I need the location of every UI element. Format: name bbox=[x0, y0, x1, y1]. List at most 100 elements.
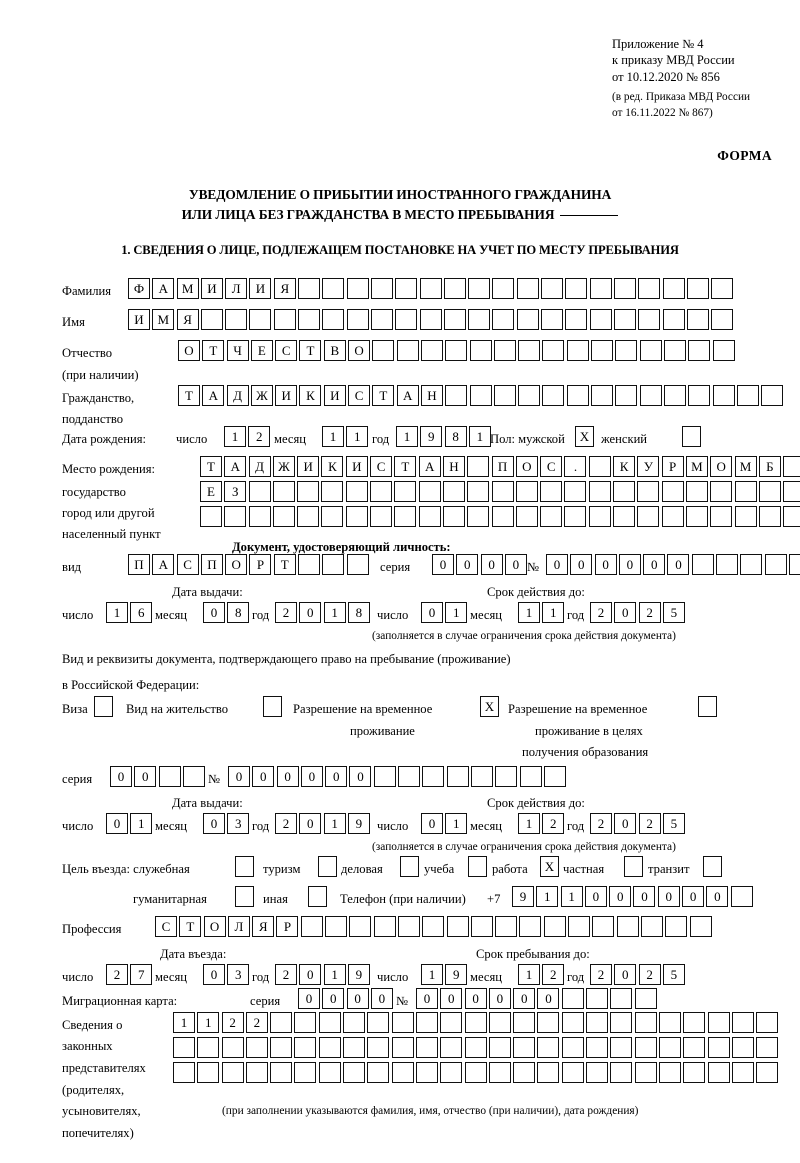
char-cell[interactable] bbox=[613, 481, 636, 502]
char-cell[interactable]: 1 bbox=[173, 1012, 195, 1033]
char-cell[interactable] bbox=[731, 1012, 754, 1033]
char-cell[interactable]: М bbox=[734, 456, 757, 477]
char-cell[interactable]: И bbox=[297, 456, 320, 477]
char-cell[interactable]: 2 bbox=[590, 964, 612, 985]
char-cell[interactable] bbox=[397, 916, 420, 937]
char-cell[interactable] bbox=[225, 309, 248, 330]
legal-rep-row-3-cells[interactable] bbox=[173, 1062, 780, 1083]
char-cell[interactable] bbox=[491, 506, 514, 527]
char-cell[interactable] bbox=[343, 1037, 366, 1058]
char-cell[interactable] bbox=[711, 309, 734, 330]
char-cell[interactable]: 9 bbox=[512, 886, 534, 907]
char-cell[interactable] bbox=[398, 766, 421, 787]
char-cell[interactable] bbox=[446, 766, 469, 787]
char-cell[interactable] bbox=[519, 766, 542, 787]
char-cell[interactable]: 1 bbox=[445, 813, 468, 834]
char-cell[interactable]: 2 bbox=[275, 813, 297, 834]
char-cell[interactable]: 2 bbox=[638, 602, 661, 623]
char-cell[interactable]: А bbox=[202, 385, 225, 406]
char-cell[interactable] bbox=[442, 481, 465, 502]
char-cell[interactable] bbox=[346, 309, 369, 330]
char-cell[interactable]: 5 bbox=[662, 964, 685, 985]
char-cell[interactable]: М bbox=[685, 456, 708, 477]
char-cell[interactable]: 0 bbox=[614, 813, 637, 834]
char-cell[interactable] bbox=[367, 1012, 390, 1033]
char-cell[interactable] bbox=[543, 766, 566, 787]
char-cell[interactable] bbox=[467, 506, 490, 527]
char-cell[interactable] bbox=[443, 309, 466, 330]
char-cell[interactable] bbox=[488, 1012, 511, 1033]
char-cell[interactable] bbox=[391, 1037, 414, 1058]
char-cell[interactable] bbox=[564, 481, 587, 502]
char-cell[interactable]: 9 bbox=[420, 426, 443, 447]
char-cell[interactable]: 5 bbox=[662, 813, 685, 834]
char-cell[interactable] bbox=[495, 766, 518, 787]
char-cell[interactable]: 0 bbox=[546, 554, 568, 575]
char-cell[interactable] bbox=[565, 309, 588, 330]
char-cell[interactable] bbox=[468, 278, 491, 299]
char-cell[interactable]: 1 bbox=[445, 602, 468, 623]
char-cell[interactable] bbox=[442, 506, 465, 527]
char-cell[interactable]: 0 bbox=[682, 886, 705, 907]
residence-permit-checkbox[interactable] bbox=[263, 696, 282, 717]
char-cell[interactable]: 0 bbox=[432, 554, 454, 575]
char-cell[interactable]: Р bbox=[276, 916, 299, 937]
char-cell[interactable] bbox=[615, 340, 638, 361]
char-cell[interactable] bbox=[788, 554, 800, 575]
char-cell[interactable]: Р bbox=[249, 554, 272, 575]
char-cell[interactable] bbox=[542, 385, 565, 406]
char-cell[interactable]: С bbox=[348, 385, 371, 406]
char-cell[interactable] bbox=[446, 916, 469, 937]
char-cell[interactable]: 3 bbox=[227, 813, 250, 834]
char-cell[interactable] bbox=[470, 916, 493, 937]
char-cell[interactable] bbox=[270, 1062, 293, 1083]
char-cell[interactable] bbox=[691, 554, 714, 575]
char-cell[interactable]: 0 bbox=[513, 988, 536, 1009]
visa-checkbox[interactable] bbox=[94, 696, 113, 717]
char-cell[interactable]: 0 bbox=[276, 766, 299, 787]
char-cell[interactable] bbox=[467, 456, 490, 477]
char-cell[interactable]: 0 bbox=[298, 988, 320, 1009]
char-cell[interactable] bbox=[588, 506, 611, 527]
char-cell[interactable] bbox=[197, 1062, 220, 1083]
char-cell[interactable]: 9 bbox=[445, 964, 468, 985]
char-cell[interactable] bbox=[610, 1062, 633, 1083]
char-cell[interactable]: 0 bbox=[134, 766, 157, 787]
char-cell[interactable]: 2 bbox=[590, 602, 612, 623]
char-cell[interactable] bbox=[318, 1062, 341, 1083]
char-cell[interactable]: 2 bbox=[221, 1012, 244, 1033]
char-cell[interactable] bbox=[270, 1037, 293, 1058]
char-cell[interactable]: 1 bbox=[518, 602, 540, 623]
char-cell[interactable]: 0 bbox=[346, 988, 369, 1009]
char-cell[interactable] bbox=[637, 481, 660, 502]
char-cell[interactable] bbox=[634, 1062, 657, 1083]
char-cell[interactable] bbox=[540, 506, 563, 527]
char-cell[interactable]: 0 bbox=[299, 964, 322, 985]
char-cell[interactable] bbox=[515, 481, 538, 502]
char-cell[interactable] bbox=[200, 506, 222, 527]
char-cell[interactable]: 0 bbox=[706, 886, 729, 907]
char-cell[interactable] bbox=[495, 916, 518, 937]
char-cell[interactable] bbox=[367, 1037, 390, 1058]
char-cell[interactable]: 1 bbox=[396, 426, 418, 447]
char-cell[interactable]: 0 bbox=[370, 988, 393, 1009]
char-cell[interactable] bbox=[639, 385, 662, 406]
char-cell[interactable]: Я bbox=[252, 916, 275, 937]
char-cell[interactable] bbox=[370, 309, 393, 330]
char-cell[interactable] bbox=[661, 506, 684, 527]
char-cell[interactable] bbox=[515, 506, 538, 527]
char-cell[interactable] bbox=[730, 886, 753, 907]
char-cell[interactable] bbox=[707, 1037, 730, 1058]
temp-edu-checkbox[interactable] bbox=[698, 696, 717, 717]
char-cell[interactable] bbox=[493, 340, 516, 361]
char-cell[interactable] bbox=[492, 309, 515, 330]
char-cell[interactable]: Д bbox=[226, 385, 249, 406]
char-cell[interactable] bbox=[370, 278, 393, 299]
char-cell[interactable]: А bbox=[418, 456, 441, 477]
char-cell[interactable] bbox=[491, 481, 514, 502]
